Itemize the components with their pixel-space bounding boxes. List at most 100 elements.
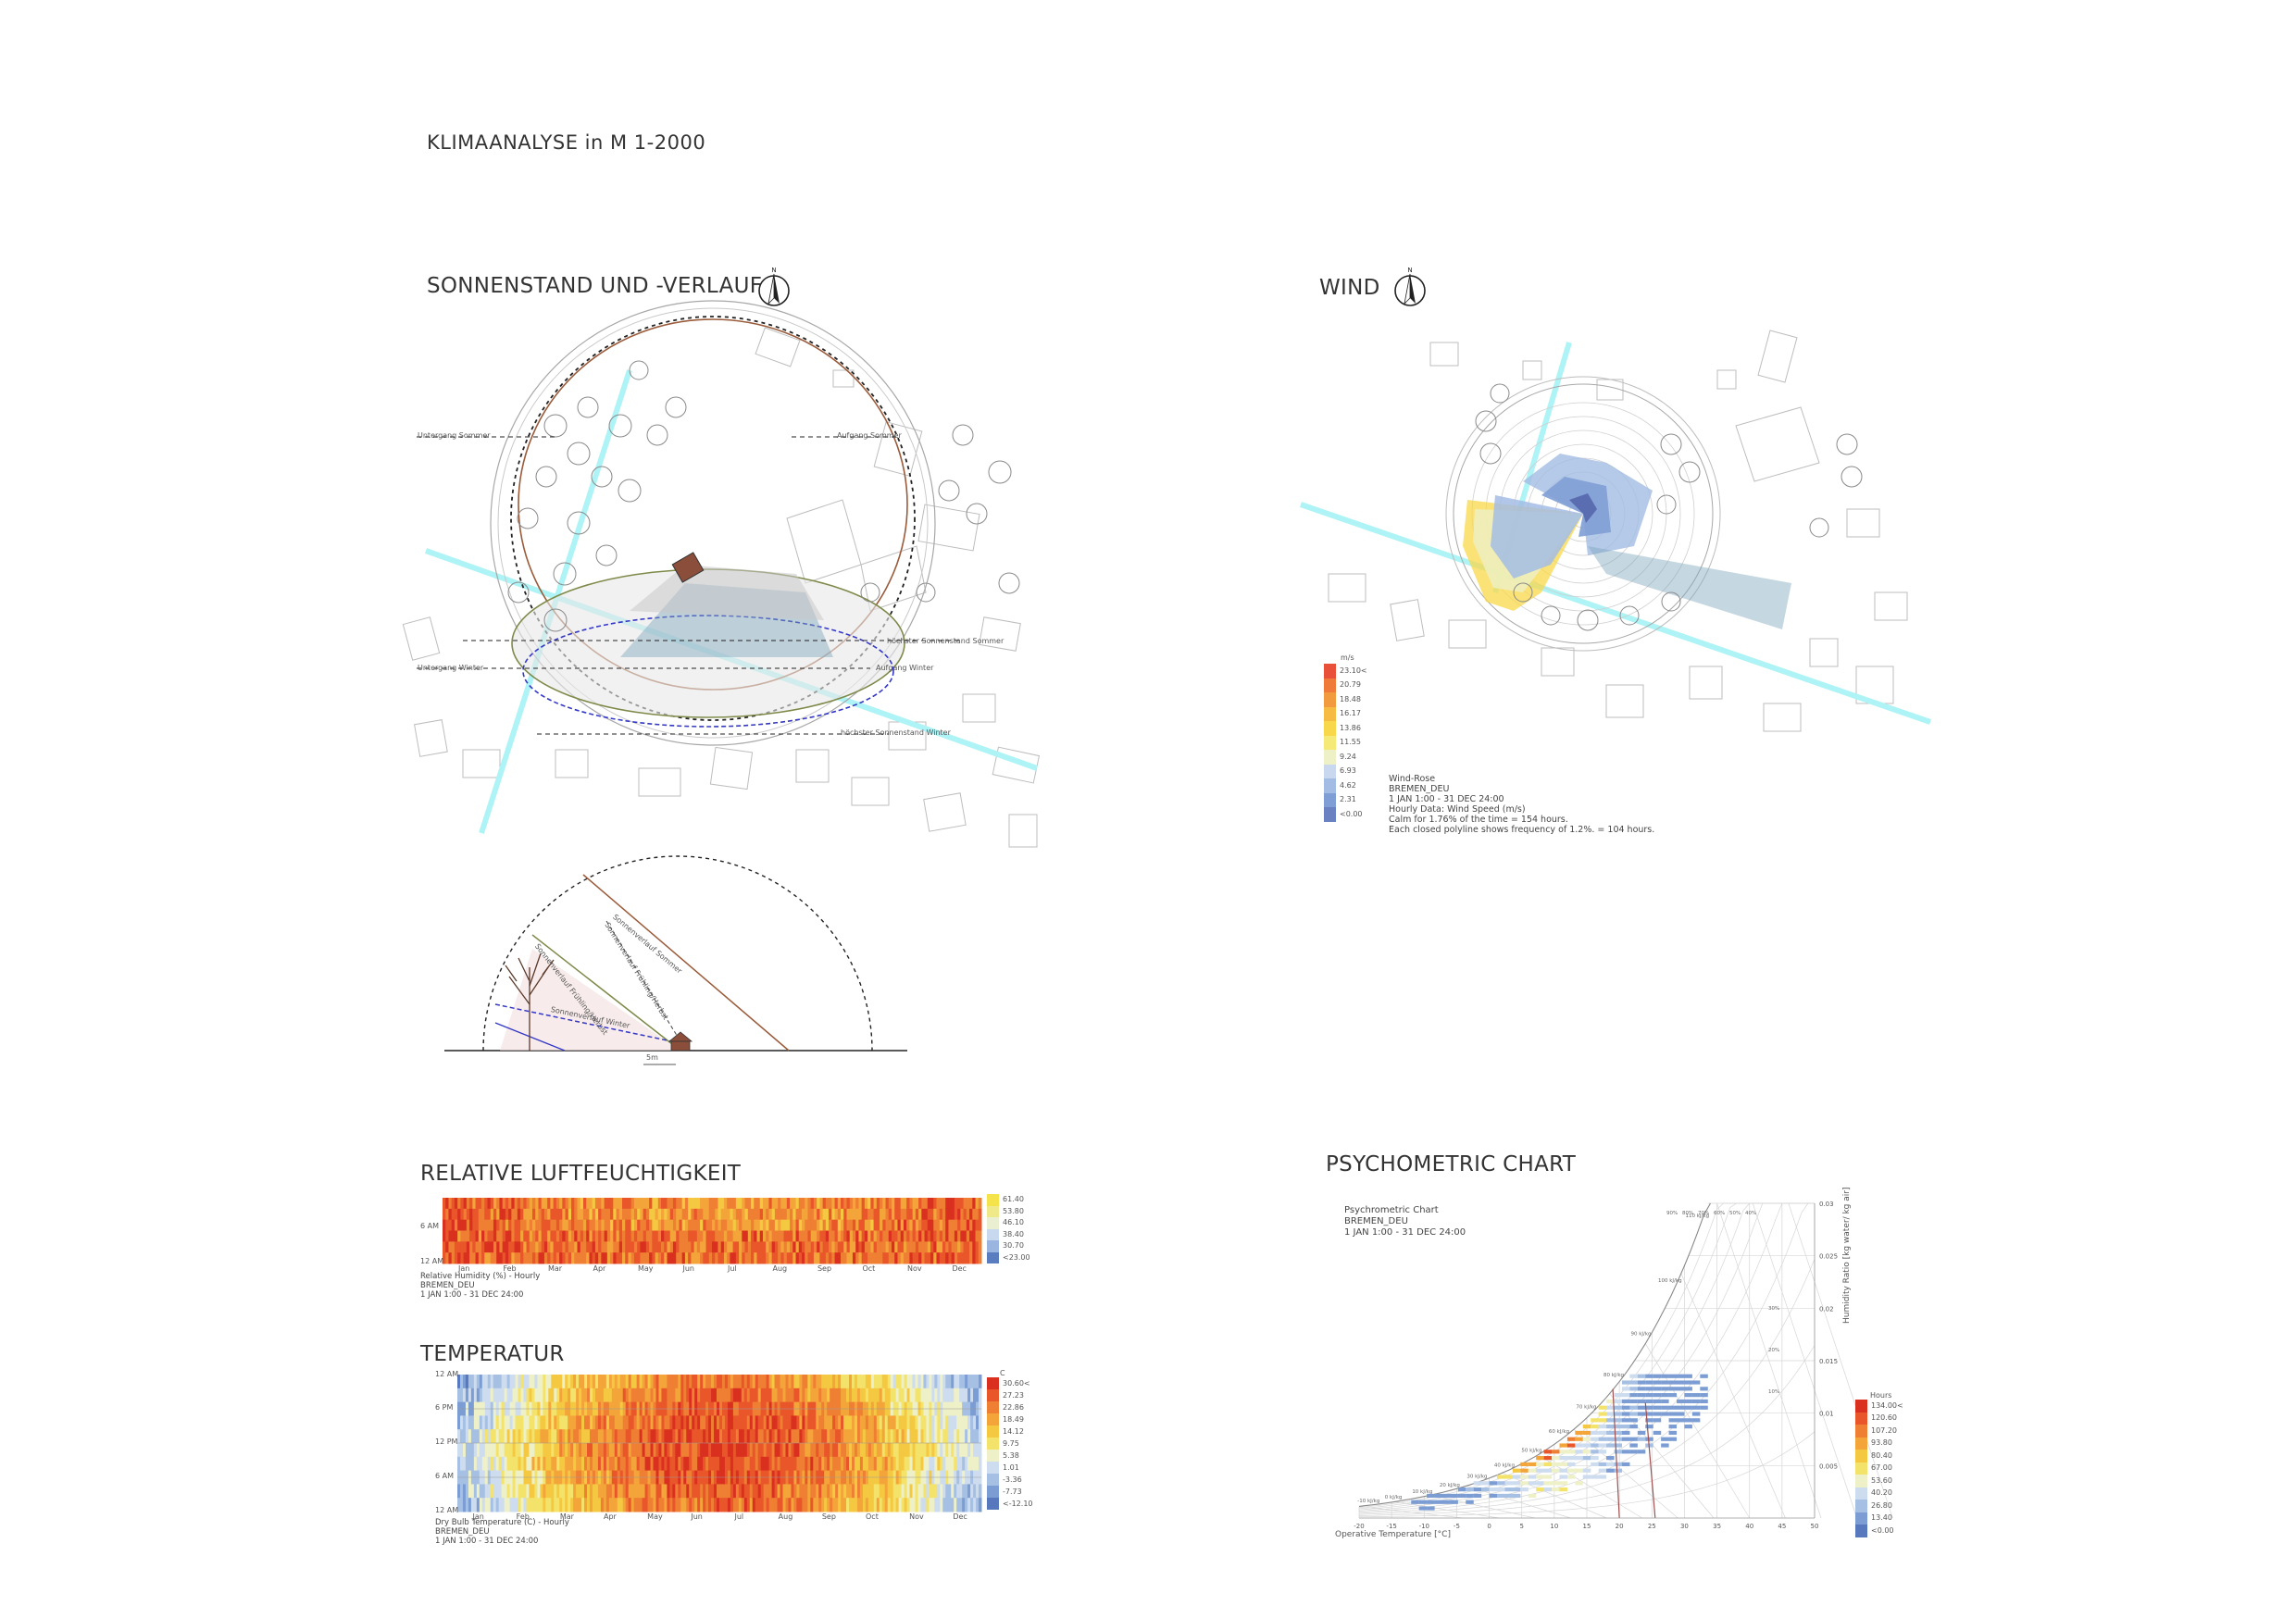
psychro-cell <box>1575 1450 1583 1454</box>
humidity-cell <box>669 1198 674 1210</box>
humidity-cell <box>493 1219 497 1231</box>
psychro-cell <box>1466 1500 1474 1504</box>
humidity-cell <box>580 1219 584 1231</box>
caption-line: Relative Humidity (%) - Hourly <box>420 1272 541 1281</box>
humidity-cell <box>771 1241 776 1253</box>
temperature-cell <box>708 1498 712 1512</box>
temperature-cell <box>854 1375 858 1389</box>
temperature-cell <box>940 1484 943 1499</box>
humidity-cell <box>693 1252 698 1264</box>
humidity-cell <box>511 1241 516 1253</box>
temperature-cell <box>824 1443 828 1458</box>
humidity-cell <box>957 1241 961 1253</box>
temperature-cell <box>619 1443 624 1458</box>
temperature-cell <box>689 1415 693 1430</box>
enthalpy-label: 60 kJ/kg <box>1549 1429 1569 1435</box>
temperature-cell <box>956 1429 960 1444</box>
temperature-cell <box>830 1443 833 1458</box>
temperature-cell <box>796 1375 800 1389</box>
temperature-cell <box>556 1484 560 1499</box>
temperature-cell <box>650 1375 655 1389</box>
humidity-cell <box>541 1208 545 1221</box>
humidity-cell <box>792 1208 797 1221</box>
temperature-cell <box>462 1443 467 1458</box>
temperature-cell <box>576 1375 580 1389</box>
temperature-cell <box>915 1484 918 1499</box>
psychro-cell <box>1591 1475 1599 1479</box>
temperature-cell <box>529 1484 532 1499</box>
legend-value: 120.60 <box>1871 1413 1897 1423</box>
humidity-cell <box>759 1219 764 1231</box>
humidity-cell <box>484 1198 488 1210</box>
temperature-cell <box>766 1415 770 1430</box>
temperature-cell <box>970 1484 974 1499</box>
humidity-cell <box>592 1241 596 1253</box>
temperature-cell <box>859 1375 864 1389</box>
psychro-cell <box>1629 1387 1638 1391</box>
temperature-cell <box>830 1456 833 1472</box>
humidity-cell <box>837 1219 842 1231</box>
humidity-cell <box>700 1252 704 1264</box>
temperature-cell <box>906 1456 911 1472</box>
humidity-cell <box>487 1230 492 1242</box>
humidity-cell <box>643 1230 647 1242</box>
temperature-cell <box>818 1388 822 1403</box>
psychro-cell <box>1598 1418 1607 1423</box>
temperature-cell <box>956 1484 960 1499</box>
temperature-cell <box>594 1375 599 1389</box>
temperature-cell <box>714 1484 718 1499</box>
month-label: Jul <box>734 1512 744 1521</box>
humidity-cell <box>837 1252 842 1264</box>
humidity-cell <box>858 1219 863 1231</box>
humidity-cell <box>577 1252 581 1264</box>
enthalpy-label: 90 kJ/kg <box>1630 1331 1651 1337</box>
humidity-cell <box>520 1241 524 1253</box>
temperature-cell <box>495 1456 500 1472</box>
temperature-cell <box>573 1415 577 1430</box>
legend-value: 5.38 <box>1003 1450 1019 1460</box>
temperature-cell <box>669 1484 673 1499</box>
temperature-cell <box>515 1498 519 1512</box>
humidity-cell <box>550 1219 555 1231</box>
temperature-cell <box>625 1388 630 1403</box>
humidity-cell <box>688 1219 692 1231</box>
humidity-cell <box>475 1230 480 1242</box>
humidity-cell <box>559 1208 563 1221</box>
humidity-cell <box>978 1208 982 1221</box>
temperature-cell <box>537 1415 541 1430</box>
humidity-cell <box>708 1219 713 1231</box>
humidity-cell <box>843 1252 847 1264</box>
humidity-cell <box>903 1208 907 1221</box>
humidity-cell <box>457 1241 461 1253</box>
temperature-cell <box>543 1484 546 1499</box>
humidity-cell <box>897 1208 902 1221</box>
psychro-cell <box>1691 1393 1701 1398</box>
temperature-cell <box>468 1484 472 1499</box>
temperature-cell <box>746 1415 751 1430</box>
humidity-cell <box>739 1230 742 1242</box>
temperature-cell <box>647 1388 652 1403</box>
temperature-cell <box>799 1456 803 1472</box>
temperature-cell <box>683 1375 687 1389</box>
humidity-cell <box>834 1208 839 1221</box>
temperature-cell <box>504 1456 508 1472</box>
temperature-cell <box>763 1456 767 1472</box>
psychro-cell <box>1427 1500 1435 1504</box>
humidity-cell <box>574 1219 578 1231</box>
temperature-cell <box>760 1456 765 1472</box>
temperature-cell <box>579 1375 582 1389</box>
temperature-cell <box>644 1456 649 1472</box>
temperature-cell <box>556 1375 560 1389</box>
humidity-cell <box>870 1208 875 1221</box>
temperature-cell <box>581 1375 585 1389</box>
humidity-cell <box>873 1241 878 1253</box>
humidity-cell <box>493 1198 497 1210</box>
temperature-cell <box>462 1429 467 1444</box>
temperature-cell <box>735 1429 740 1444</box>
temperature-cell <box>579 1443 582 1458</box>
x-tick-label: 30 <box>1680 1523 1689 1530</box>
temperature-cell <box>841 1375 844 1389</box>
humidity-cell <box>768 1219 773 1231</box>
temperature-cell <box>796 1388 800 1403</box>
temperature-cell <box>468 1443 472 1458</box>
